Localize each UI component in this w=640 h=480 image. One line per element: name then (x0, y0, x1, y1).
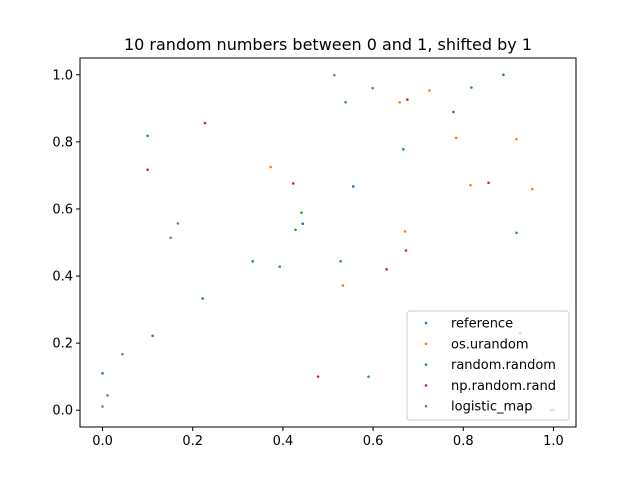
y-tick-label: 0.4 (52, 270, 73, 285)
legend-label: logistic_map (451, 400, 532, 415)
data-point (428, 89, 431, 92)
x-tick-label: 1.0 (543, 434, 564, 449)
legend-marker (424, 363, 428, 366)
legend-label: random.random (451, 358, 556, 373)
x-tick-label: 0.6 (363, 434, 384, 449)
data-point (515, 231, 518, 235)
x-tick-label: 0.4 (273, 434, 294, 449)
x-tick-label: 0.8 (453, 434, 474, 449)
data-points (101, 73, 555, 412)
plot-frame (79, 57, 577, 428)
data-point (403, 230, 407, 233)
data-point (341, 284, 345, 287)
data-point (278, 265, 282, 268)
data-point (169, 236, 172, 240)
data-point (300, 211, 303, 214)
legend-marker (424, 384, 428, 387)
data-point (176, 222, 180, 225)
y-tick-label: 0.6 (52, 202, 73, 217)
data-point (146, 168, 149, 172)
series-random-random (146, 86, 553, 412)
data-point (398, 100, 401, 104)
data-point (101, 372, 104, 375)
y-tick-label: 0.8 (52, 135, 73, 150)
data-point (316, 375, 320, 378)
data-point (406, 98, 409, 101)
legend-label: np.random.rand (451, 379, 556, 394)
data-point (301, 222, 305, 226)
y-tick-label: 1.0 (52, 68, 73, 83)
data-point (106, 394, 109, 397)
data-point (351, 185, 355, 188)
x-tick-label: 0.0 (92, 434, 113, 449)
data-point (367, 375, 370, 378)
data-point (470, 86, 473, 89)
legend-label: os.urandom (451, 337, 529, 352)
data-point (344, 100, 347, 104)
x-tick-label: 0.2 (182, 434, 203, 449)
data-point (203, 121, 207, 125)
data-point (530, 187, 534, 191)
data-point (452, 110, 455, 114)
data-point (487, 181, 490, 185)
legend-label: reference (451, 317, 513, 332)
data-point (371, 86, 374, 90)
data-point (101, 405, 104, 408)
data-point (151, 334, 154, 338)
data-point (294, 228, 297, 232)
chart-title: 10 random numbers between 0 and 1, shift… (124, 35, 532, 54)
data-point (146, 134, 149, 138)
data-point (454, 136, 458, 140)
data-point (385, 268, 388, 271)
data-point (404, 249, 408, 252)
data-point (201, 297, 204, 300)
legend: reference os.urandom random.random np.rando… (406, 310, 570, 421)
data-point (402, 147, 405, 151)
data-point (515, 137, 518, 141)
data-point (469, 183, 472, 187)
data-point (291, 182, 295, 185)
data-point (333, 73, 336, 77)
legend-marker (424, 321, 428, 325)
y-tick-label: 0.2 (52, 337, 73, 352)
legend-marker (424, 342, 428, 346)
legend-box (406, 310, 570, 421)
legend-marker (424, 404, 428, 408)
data-point (121, 352, 124, 356)
data-point (339, 259, 342, 263)
data-point (251, 259, 254, 263)
data-point (269, 165, 273, 169)
axis-ticks: 0.0 0.2 0.4 0.6 0.8 1.0 0.0 0.2 0.4 0.6 0.8 1.0 (52, 68, 563, 449)
data-point (502, 73, 505, 77)
y-tick-label: 0.0 (52, 404, 73, 419)
